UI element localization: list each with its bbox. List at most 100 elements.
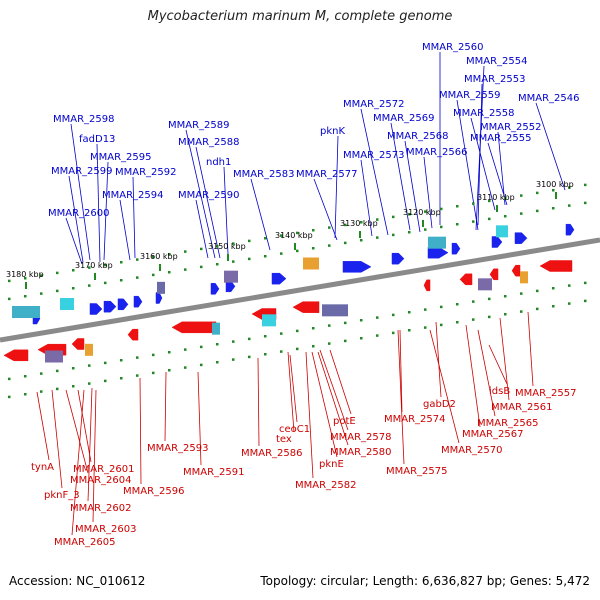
leader-line <box>257 357 260 447</box>
forward-gene-label: MMAR_2568 <box>387 131 449 142</box>
rail-dot <box>184 366 187 369</box>
reverse-gene-label: MMAR_2574 <box>384 414 446 425</box>
rail-dot <box>248 355 251 359</box>
leader-line <box>311 351 338 458</box>
leader-line <box>71 389 85 536</box>
rail-dot <box>552 207 555 210</box>
forward-gene-arrow <box>155 292 163 304</box>
rail-dot <box>168 253 171 256</box>
reverse-gene-label: MMAR_2575 <box>386 466 448 477</box>
leader-line <box>289 354 298 423</box>
gene-labels: MMAR_2560 MMAR_2554 MMAR_2553 MMAR_2559 MMAR… <box>31 42 580 548</box>
reverse-gene-label: idsB <box>489 386 510 397</box>
rail-dot <box>472 300 475 303</box>
rail-dot <box>72 367 75 370</box>
leader-line <box>185 129 216 259</box>
rail-dot <box>536 289 539 293</box>
feature-block <box>212 322 220 335</box>
label-leader-lines <box>36 52 566 536</box>
leader-line <box>139 377 142 485</box>
forward-gene-arrow <box>342 261 372 273</box>
forward-gene-label: MMAR_2592 <box>115 167 177 178</box>
rail-dot <box>440 225 443 229</box>
rail-dot <box>456 321 459 324</box>
reverse-gene-label: MMAR_2604 <box>70 475 132 486</box>
rail-dot <box>8 279 11 283</box>
leader-line <box>132 176 136 259</box>
rail-dot <box>504 313 507 316</box>
rail-dot <box>504 295 507 298</box>
kbp-tick-label: 3150 kbp <box>208 242 246 251</box>
rail-dot <box>296 329 299 333</box>
rail-dot <box>248 337 251 341</box>
rail-dot <box>56 369 59 373</box>
rail-dot <box>360 221 363 224</box>
reverse-gene-label: pknF_3 <box>44 490 80 501</box>
rail-dot <box>168 351 171 354</box>
leader-line <box>465 324 481 428</box>
rail-dot <box>40 292 43 295</box>
rail-dot <box>328 324 331 327</box>
kbp-tick-label: 3100 kbp <box>536 180 574 189</box>
rail-dot <box>248 239 251 243</box>
leader-line <box>195 199 209 259</box>
rail-dot <box>120 377 123 380</box>
forward-gene-arrow <box>491 236 503 248</box>
feature-block <box>157 281 165 294</box>
rail-dot <box>392 313 395 317</box>
rail-dot <box>472 318 475 321</box>
rail-dot <box>424 228 427 231</box>
rail-dot <box>552 305 555 308</box>
rail-dot <box>104 263 107 267</box>
rail-dot <box>568 302 571 305</box>
reverse-gene-arrow <box>292 301 320 313</box>
rail-dot <box>280 350 283 353</box>
rail-dot <box>456 205 459 208</box>
reverse-gene-label: potE <box>333 416 356 427</box>
leader-line <box>92 389 97 523</box>
rail-dot <box>408 329 411 332</box>
rail-dot <box>360 319 363 322</box>
rail-dot <box>456 303 459 306</box>
forward-gene-label: MMAR_2589 <box>168 120 230 131</box>
rail-dot <box>424 308 427 311</box>
rail-dot <box>8 395 11 399</box>
rail-dot <box>472 202 475 205</box>
rail-dot <box>536 191 539 195</box>
leader-line <box>477 329 496 417</box>
rail-dot <box>264 255 267 258</box>
forward-gene-arrow <box>117 298 129 311</box>
rail-dot <box>152 273 155 277</box>
reverse-gene-label: MMAR_2570 <box>441 445 503 456</box>
reverse-gene-label: MMAR_2582 <box>295 480 357 491</box>
reverse-gene-label: MMAR_2580 <box>330 447 392 458</box>
feature-block <box>496 225 508 238</box>
rail-dot <box>584 299 587 303</box>
rail-dot <box>200 363 203 367</box>
rail-dot <box>232 260 235 263</box>
forward-gene-arrow <box>103 300 117 313</box>
kbp-tick-marks: 3100 kbp 3110 kbp 3120 kbp 3130 kbp 3140 kbp… <box>6 180 587 399</box>
reverse-gene-label: MMAR_2586 <box>241 448 303 459</box>
rail-dot <box>376 334 379 337</box>
reverse-gene-label: gabD2 <box>423 399 456 410</box>
rail-dot <box>88 364 91 367</box>
reverse-gene-arrow <box>127 328 139 341</box>
forward-gene-arrow <box>133 295 143 308</box>
rail-dot <box>536 307 539 311</box>
rail-dot <box>280 332 283 335</box>
reverse-gene-label: tynA <box>31 462 54 473</box>
rail-dot <box>568 204 571 207</box>
rail-dot <box>312 345 315 348</box>
leader-line <box>68 175 84 263</box>
genome-stats-text: Topology: circular; Length: 6,636,827 bp… <box>260 574 590 588</box>
rail-dot <box>520 310 523 313</box>
feature-block <box>478 278 492 291</box>
rail-dot <box>88 382 91 385</box>
forward-gene-label: pknK <box>320 126 345 137</box>
rail-dot <box>312 229 315 232</box>
rail-dot <box>72 287 75 290</box>
rail-dot <box>440 305 443 309</box>
leader-line <box>70 123 91 261</box>
rail-dot <box>232 242 235 245</box>
